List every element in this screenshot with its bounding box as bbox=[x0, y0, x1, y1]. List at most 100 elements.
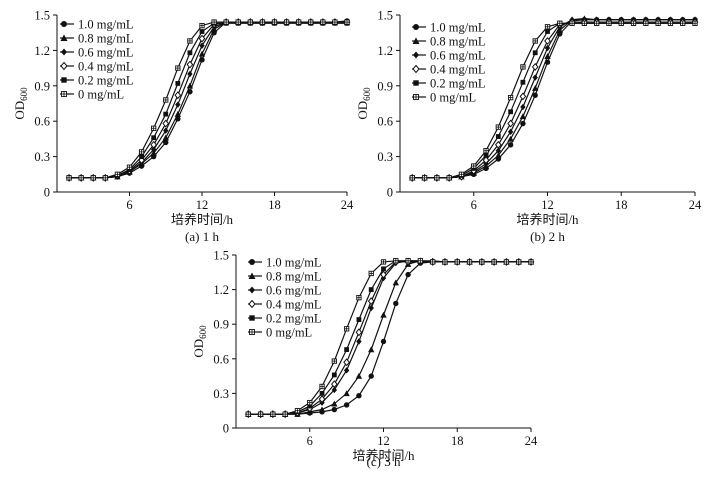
data-point bbox=[532, 84, 539, 91]
data-point bbox=[175, 101, 181, 108]
data-point bbox=[368, 373, 374, 379]
y-tick-label: 0.9 bbox=[377, 79, 393, 93]
data-point bbox=[594, 20, 600, 26]
data-point bbox=[187, 70, 193, 78]
legend-marker bbox=[61, 21, 67, 27]
data-point bbox=[150, 146, 157, 153]
data-point bbox=[392, 279, 399, 286]
panel-caption: (a) 1 h bbox=[185, 229, 219, 244]
y-tick-label: 0 bbox=[387, 186, 393, 200]
legend-label: 0.2 mg/mL bbox=[266, 312, 322, 326]
legend-marker bbox=[248, 272, 256, 279]
y-axis-title-main: OD bbox=[191, 339, 206, 358]
data-point bbox=[223, 19, 229, 25]
data-point bbox=[198, 34, 206, 43]
data-point bbox=[344, 347, 350, 352]
y-tick-label: 0 bbox=[223, 422, 229, 436]
legend-item: 0.2 mg/mL bbox=[60, 74, 134, 88]
y-tick-label: 1.5 bbox=[34, 9, 50, 23]
data-point bbox=[519, 92, 527, 101]
data-point bbox=[356, 295, 362, 301]
x-tick-label: 18 bbox=[615, 198, 628, 212]
data-point bbox=[282, 411, 288, 417]
data-point bbox=[507, 119, 514, 128]
legend-marker bbox=[249, 286, 255, 294]
y-tick-label: 1.2 bbox=[34, 44, 50, 58]
data-point bbox=[114, 171, 121, 177]
data-point bbox=[368, 270, 374, 277]
data-point bbox=[199, 42, 205, 49]
data-point bbox=[343, 358, 350, 367]
legend-label: 0 mg/mL bbox=[266, 326, 312, 340]
data-point bbox=[344, 19, 350, 25]
data-point bbox=[257, 411, 264, 417]
y-axis-title: OD600 bbox=[12, 87, 29, 120]
data-point bbox=[343, 326, 350, 332]
y-tick-label: 0.6 bbox=[377, 115, 393, 129]
chart-panel-1: 6 12 18 24 0 0.3 0.6 0.9 1.2 1.5 培养时间/h OD600 (a) 1 … bbox=[12, 9, 354, 245]
data-point bbox=[380, 338, 387, 345]
y-tick-label: 1.5 bbox=[377, 9, 393, 23]
y-tick-label: 0.6 bbox=[34, 115, 50, 129]
x-tick-label: 12 bbox=[541, 198, 554, 212]
data-point bbox=[198, 50, 206, 57]
data-point bbox=[355, 328, 363, 337]
data-point bbox=[495, 147, 502, 154]
legend-label: 0.6 mg/mL bbox=[78, 46, 134, 60]
legend-marker bbox=[60, 61, 68, 71]
data-point bbox=[507, 94, 514, 101]
data-point bbox=[507, 142, 514, 148]
data-point bbox=[139, 154, 144, 159]
data-point bbox=[495, 152, 502, 159]
data-point bbox=[446, 175, 452, 181]
data-point bbox=[270, 411, 276, 417]
data-point bbox=[319, 391, 325, 396]
y-tick-label: 1.2 bbox=[377, 44, 393, 58]
data-point bbox=[545, 29, 550, 34]
data-point bbox=[380, 311, 387, 318]
data-point bbox=[466, 259, 473, 265]
legend-marker bbox=[413, 24, 419, 30]
legend-label: 0.4 mg/mL bbox=[430, 63, 486, 77]
data-point bbox=[90, 175, 96, 181]
x-tick-label: 6 bbox=[471, 198, 477, 212]
y-tick-label: 0 bbox=[44, 186, 50, 200]
data-point bbox=[151, 135, 157, 141]
legend-item: 0.4 mg/mL bbox=[248, 298, 322, 312]
x-tick-label: 12 bbox=[196, 198, 209, 212]
data-point bbox=[66, 175, 72, 181]
data-point bbox=[380, 259, 387, 265]
data-point bbox=[163, 127, 169, 134]
panel-caption: (b) 2 h bbox=[530, 229, 565, 244]
legend-label: 0.8 mg/mL bbox=[78, 32, 134, 46]
legend-item: 1.0 mg/mL bbox=[412, 21, 486, 35]
legend-label: 0.8 mg/mL bbox=[266, 270, 322, 284]
data-point bbox=[655, 20, 661, 26]
data-point bbox=[307, 399, 313, 406]
data-point bbox=[259, 19, 266, 25]
data-point bbox=[495, 134, 501, 139]
data-point bbox=[211, 19, 217, 25]
x-tick-label: 6 bbox=[126, 198, 132, 212]
data-point bbox=[519, 113, 527, 120]
data-point bbox=[163, 97, 169, 103]
data-point bbox=[199, 22, 205, 29]
legend-item: 0.8 mg/mL bbox=[60, 32, 134, 46]
data-point bbox=[174, 91, 182, 100]
data-point bbox=[368, 287, 374, 292]
y-tick-label: 1.2 bbox=[213, 283, 229, 297]
data-point bbox=[162, 134, 169, 141]
data-point bbox=[516, 259, 522, 265]
legend-label: 0.8 mg/mL bbox=[430, 35, 486, 49]
data-point bbox=[430, 259, 436, 265]
legend-label: 1.0 mg/mL bbox=[266, 256, 322, 270]
legend-label: 0.4 mg/mL bbox=[266, 298, 322, 312]
data-point bbox=[495, 124, 501, 130]
data-point bbox=[381, 266, 386, 272]
legend-item: 0.6 mg/mL bbox=[412, 49, 486, 63]
legend-marker bbox=[249, 315, 255, 321]
data-point bbox=[150, 140, 158, 149]
data-point bbox=[458, 171, 465, 177]
legend: 1.0 mg/mL0.8 mg/mL0.6 mg/mL0.4 mg/mL0.2 … bbox=[60, 18, 134, 102]
